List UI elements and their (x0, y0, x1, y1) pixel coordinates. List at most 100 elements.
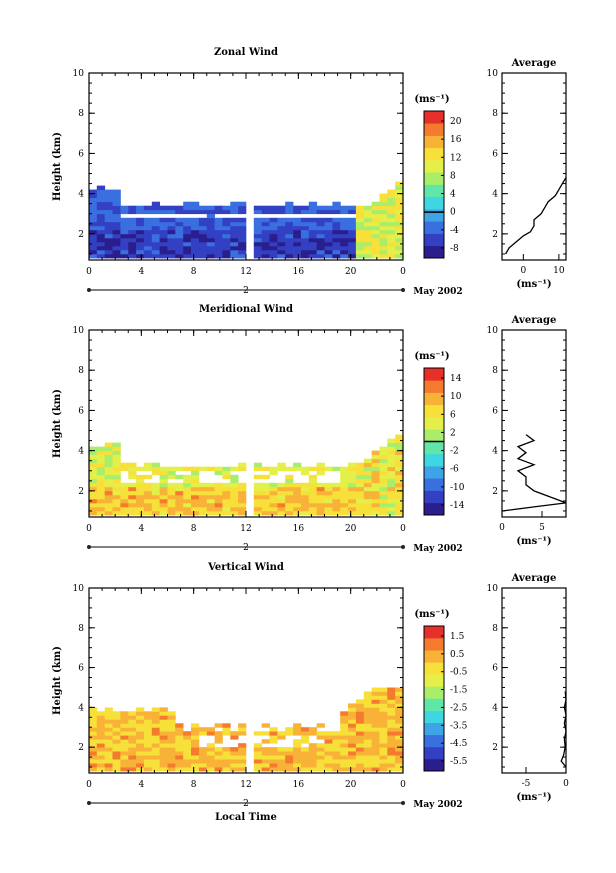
heatmap-cell (285, 490, 294, 496)
heatmap-cell (293, 759, 302, 764)
heatmap-cell (89, 502, 98, 508)
heatmap-cell (120, 767, 129, 772)
heatmap-cell (348, 763, 357, 768)
heatmap-cell (387, 691, 396, 696)
heatmap-cell (355, 217, 365, 223)
heatmap-cell (214, 466, 223, 472)
heatmap-cell (159, 237, 168, 243)
heatmap-cell (222, 763, 231, 768)
heatmap-cell (191, 743, 200, 748)
heatmap-cell (214, 221, 223, 227)
heatmap-cell (128, 715, 137, 720)
heatmap-cell (112, 502, 121, 508)
heatmap-cell (112, 727, 121, 732)
heatmap-cell (363, 229, 373, 235)
heatmap-cell (128, 494, 137, 500)
average-y-tick-label: 10 (487, 584, 499, 594)
heatmap-cell (379, 498, 388, 504)
heatmap-cell (96, 502, 106, 508)
heatmap-cells (89, 687, 404, 772)
heatmap-cell (151, 217, 160, 223)
heatmap-cell (151, 237, 160, 243)
heatmap-cell (206, 747, 215, 752)
heatmap-cell (89, 506, 98, 512)
heatmap-cell (104, 217, 113, 223)
average-y-tick-label: 6 (492, 664, 498, 674)
heatmap-cell (293, 217, 302, 223)
heatmap-cell (238, 511, 247, 516)
heatmap-cell (222, 249, 231, 255)
heatmap-cell (120, 217, 129, 223)
x-tick-label: 4 (138, 267, 144, 277)
heatmap-cell (340, 221, 349, 227)
heatmap-cell (355, 470, 365, 476)
heatmap-cell (379, 719, 388, 724)
heatmap-cell (89, 462, 98, 468)
x-tick-label: 8 (191, 780, 197, 790)
heatmap-cell (104, 446, 113, 451)
heatmap-cell (143, 731, 153, 736)
heatmap-cell (324, 229, 333, 235)
heatmap-cell (183, 506, 192, 512)
heatmap-cell (285, 767, 294, 772)
chart-title: Vertical Wind (207, 562, 284, 573)
heatmap-cell (395, 511, 404, 516)
heatmap-cell (387, 438, 396, 443)
heatmap-cell (293, 245, 302, 251)
heatmap-cell (379, 747, 388, 752)
heatmap-cell (285, 217, 294, 223)
heatmap-cell (183, 217, 192, 223)
heatmap-cell (104, 743, 113, 748)
heatmap-cell (230, 254, 239, 259)
heatmap-cell (261, 245, 270, 251)
heatmap-cell (387, 719, 396, 724)
heatmap-cell (387, 474, 396, 480)
heatmap-cell (293, 751, 302, 756)
heatmap-cell (159, 727, 168, 732)
heatmap-cell (277, 759, 286, 764)
heatmap-cell (395, 450, 404, 455)
heatmap-cell (238, 502, 247, 508)
heatmap-cell (261, 241, 270, 247)
heatmap-cell (363, 478, 373, 484)
heatmap-cell (363, 458, 373, 464)
heatmap-cell (89, 731, 98, 736)
y-axis-label: Height (km) (52, 646, 63, 715)
heatmap-cell (112, 189, 121, 194)
heatmap-cell (238, 498, 247, 504)
colorbar-tick-label: 20 (450, 117, 462, 127)
heatmap-cell (355, 233, 365, 239)
heatmap-cell (175, 498, 184, 504)
heatmap-cell (371, 466, 380, 472)
heatmap-cell (285, 221, 294, 227)
heatmap-cell (89, 727, 98, 732)
heatmap-cell (89, 511, 98, 516)
heatmap-cell (112, 466, 121, 472)
heatmap-cell (340, 233, 349, 239)
heatmap-cell (363, 747, 373, 752)
heatmap-cell (96, 201, 106, 207)
heatmap-cell (340, 731, 349, 736)
heatmap-cell (395, 213, 404, 219)
heatmap-cell (136, 743, 145, 748)
heatmap-cell (143, 245, 153, 251)
heatmap-cell (269, 221, 278, 227)
heatmap-cell (324, 205, 333, 211)
heatmap-cell (395, 490, 404, 496)
heatmap-cell (293, 225, 302, 231)
colorbar-tick-label: 4 (450, 190, 456, 200)
heatmap-cell (112, 458, 121, 464)
heatmap-cell (167, 502, 176, 508)
heatmap-cell (293, 490, 302, 496)
heatmap-cell (285, 205, 294, 211)
heatmap-cell (269, 241, 278, 247)
x-tick-label: 16 (293, 267, 305, 277)
heatmap-cell (151, 735, 160, 740)
heatmap-cell (363, 511, 373, 516)
heatmap-cell (324, 747, 333, 752)
heatmap-cell (206, 502, 215, 508)
heatmap-cell (143, 498, 153, 504)
heatmap-cell (89, 747, 98, 752)
heatmap-cell (136, 466, 145, 472)
heatmap-cell (253, 225, 262, 231)
